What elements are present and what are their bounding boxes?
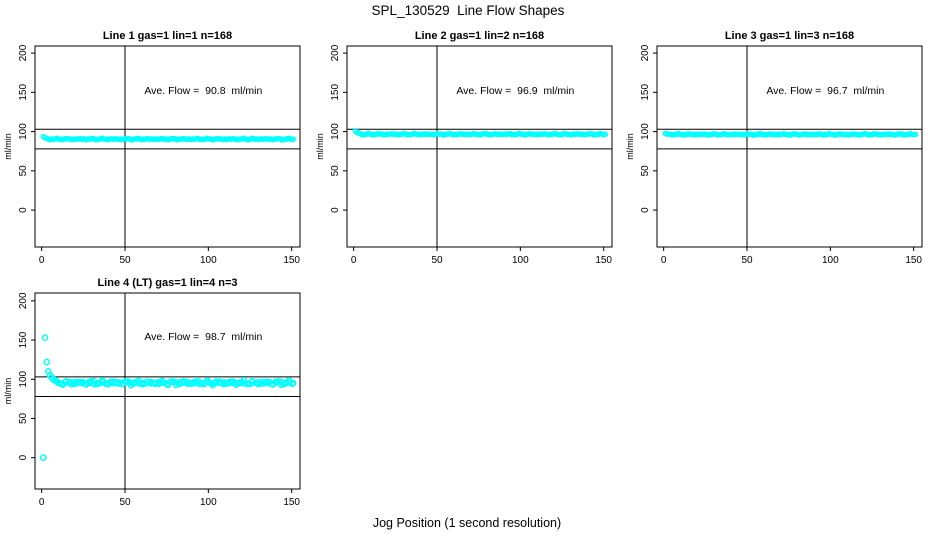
y-tick-label: 100 bbox=[640, 123, 651, 140]
x-tick-label: 0 bbox=[39, 255, 45, 266]
y-tick-label: 50 bbox=[640, 165, 651, 177]
plot-box bbox=[346, 45, 613, 248]
y-tick-label: 150 bbox=[18, 331, 29, 348]
data-points bbox=[39, 334, 297, 461]
y-tick-label: 50 bbox=[18, 412, 29, 424]
y-tick-label: 100 bbox=[18, 123, 29, 140]
x-tick-label: 100 bbox=[512, 255, 529, 266]
panel-line-4: Line 4 (LT) gas=1 lin=4 n=3 0 50 100 150 0 50 1… bbox=[3, 277, 301, 508]
y-tick-label: 50 bbox=[330, 165, 341, 177]
x-tick-label: 100 bbox=[200, 255, 217, 266]
panel-title: Line 1 gas=1 lin=1 n=168 bbox=[103, 30, 232, 42]
ave-flow-annotation: Ave. Flow = 96.7 ml/min bbox=[766, 85, 884, 97]
x-tick-label: 0 bbox=[39, 497, 45, 508]
panel-title: Line 3 gas=1 lin=3 n=168 bbox=[725, 30, 854, 42]
panel-line-3: Line 3 gas=1 lin=3 n=168 0 50 100 150 0 50 100 1… bbox=[625, 30, 923, 266]
y-axis-label: ml/min bbox=[3, 378, 13, 405]
x-tick-label: 150 bbox=[595, 255, 612, 266]
data-point bbox=[43, 358, 51, 366]
figure-main-title: SPL_130529 Line Flow Shapes bbox=[372, 3, 565, 18]
y-axis-label: ml/min bbox=[315, 133, 325, 160]
y-axis-label: ml/min bbox=[625, 133, 635, 160]
ave-flow-annotation: Ave. Flow = 96.9 ml/min bbox=[456, 85, 574, 97]
data-point bbox=[602, 131, 609, 138]
data-point bbox=[39, 454, 47, 461]
y-tick-label: 0 bbox=[18, 207, 29, 213]
x-tick-label: 150 bbox=[283, 255, 300, 266]
panel-line-2: Line 2 gas=1 lin=2 n=168 0 50 100 150 0 50 100 1… bbox=[315, 30, 613, 266]
plot-box bbox=[34, 45, 301, 248]
y-tick-label: 150 bbox=[640, 84, 651, 101]
plot-box bbox=[34, 292, 301, 490]
y-tick-label: 150 bbox=[330, 84, 341, 101]
data-point bbox=[41, 334, 49, 342]
y-tick-label: 0 bbox=[18, 454, 29, 460]
x-tick-label: 100 bbox=[822, 255, 839, 266]
ave-flow-annotation: Ave. Flow = 90.8 ml/min bbox=[144, 85, 262, 97]
panel-title: Line 4 (LT) gas=1 lin=4 n=3 bbox=[97, 277, 237, 289]
plot-box bbox=[656, 45, 923, 248]
ave-flow-annotation: Ave. Flow = 98.7 ml/min bbox=[144, 331, 262, 343]
x-tick-label: 50 bbox=[431, 255, 443, 266]
y-tick-label: 100 bbox=[18, 370, 29, 387]
data-points bbox=[40, 133, 297, 143]
y-tick-label: 0 bbox=[330, 207, 341, 213]
x-tick-label: 100 bbox=[200, 497, 217, 508]
y-tick-label: 200 bbox=[330, 44, 341, 61]
x-tick-label: 150 bbox=[283, 497, 300, 508]
y-tick-label: 50 bbox=[18, 165, 29, 177]
y-tick-label: 200 bbox=[18, 292, 29, 309]
y-tick-label: 0 bbox=[640, 207, 651, 213]
y-tick-label: 200 bbox=[640, 44, 651, 61]
data-points bbox=[662, 130, 919, 139]
y-axis-label: ml/min bbox=[3, 133, 13, 160]
x-tick-label: 0 bbox=[661, 255, 667, 266]
y-tick-label: 200 bbox=[18, 44, 29, 61]
x-tick-label: 50 bbox=[119, 497, 131, 508]
data-point bbox=[290, 136, 297, 142]
panel-title: Line 2 gas=1 lin=2 n=168 bbox=[415, 30, 544, 42]
chart-panels: Line 1 gas=1 lin=1 n=168 0 50 100 150 0 50 100 1… bbox=[3, 30, 923, 508]
y-tick-label: 150 bbox=[18, 84, 29, 101]
x-tick-label: 0 bbox=[351, 255, 357, 266]
figure-x-axis-label: Jog Position (1 second resolution) bbox=[373, 516, 561, 530]
y-tick-label: 100 bbox=[330, 123, 341, 140]
data-point bbox=[289, 379, 297, 387]
data-points bbox=[352, 127, 609, 138]
x-tick-label: 150 bbox=[905, 255, 922, 266]
panel-line-1: Line 1 gas=1 lin=1 n=168 0 50 100 150 0 50 100 1… bbox=[3, 30, 301, 266]
x-tick-label: 50 bbox=[119, 255, 131, 266]
x-tick-label: 50 bbox=[741, 255, 753, 266]
data-point bbox=[912, 131, 919, 138]
